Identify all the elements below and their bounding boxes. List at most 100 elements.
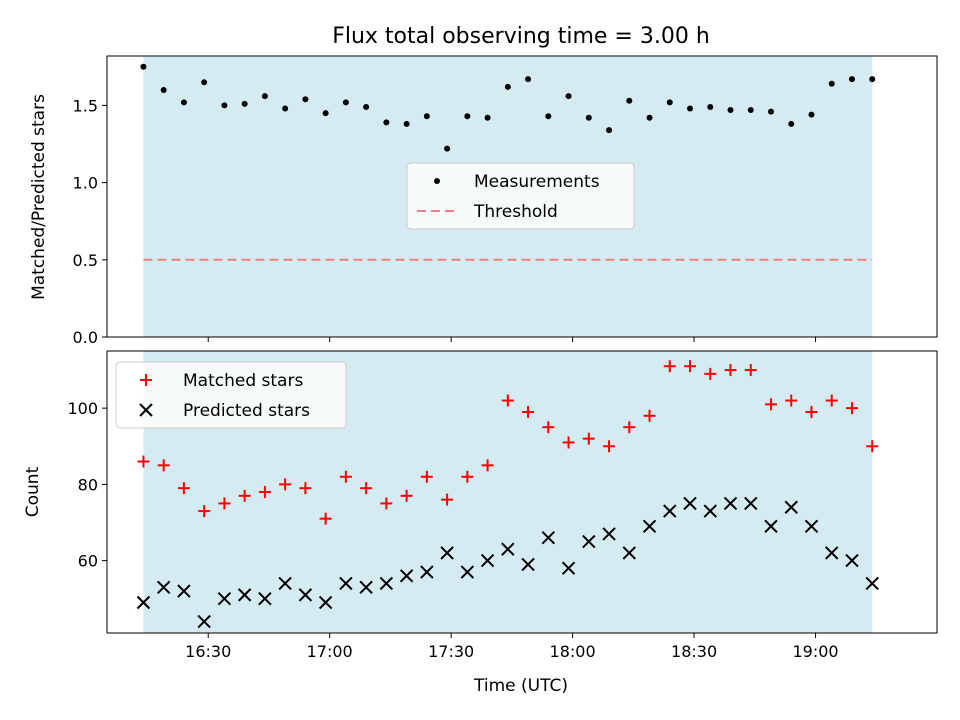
predicted-star-point [784, 500, 798, 514]
x-tick-label: 17:30 [428, 642, 474, 661]
matched-star-point [866, 440, 879, 453]
measurement-point [565, 93, 572, 100]
measurement-point [221, 102, 228, 109]
predicted-star-point [723, 496, 738, 511]
measurement-point [545, 113, 552, 120]
matched-star-point [319, 512, 332, 525]
legend-measurements-marker [434, 178, 440, 184]
top-panel: 0.0 0.5 1.0 1.5 Measurements Threshold [73, 55, 938, 347]
measurement-point [403, 120, 410, 127]
measurement-point [261, 93, 268, 100]
predicted-star-point [521, 557, 535, 572]
measurement-point [342, 99, 349, 106]
matched-star-point [339, 470, 352, 483]
predicted-star-point [845, 553, 859, 568]
top-panel-marks [140, 63, 876, 261]
predicted-star-point [420, 565, 434, 579]
legend-predicted-marker [139, 403, 153, 417]
x-tick-label: 18:30 [671, 642, 717, 661]
top-y-axis-label: Matched/Predicted stars [29, 94, 49, 300]
measurement-point [302, 96, 309, 103]
matched-star-point [258, 486, 271, 498]
bottom-panel-frame [106, 350, 938, 634]
bottom-panel-marks [136, 360, 879, 629]
matched-star-point [461, 470, 474, 483]
y-tick-label: 60 [78, 552, 98, 571]
predicted-star-point [622, 546, 636, 560]
measurement-point [828, 80, 835, 87]
predicted-star-point [642, 519, 657, 534]
measurement-point [180, 99, 187, 106]
predicted-star-point [318, 595, 333, 610]
measurement-point [788, 120, 795, 127]
predicted-star-point [480, 553, 495, 568]
matched-star-point [400, 489, 413, 502]
predicted-star-point [217, 591, 232, 606]
measurement-point [646, 114, 653, 121]
matched-star-point [825, 394, 838, 407]
predicted-star-point [399, 569, 414, 583]
predicted-star-point [865, 576, 879, 591]
matched-star-point [845, 402, 858, 415]
measurement-point [160, 86, 167, 93]
measurement-point [585, 114, 592, 121]
top-legend-box [406, 162, 635, 230]
measurement-point [444, 145, 451, 152]
matched-star-point [765, 398, 777, 411]
matched-star-point [623, 421, 636, 434]
matched-star-point [603, 440, 616, 453]
measurement-point [869, 76, 876, 83]
matched-star-point [501, 394, 514, 407]
predicted-star-point [258, 591, 272, 606]
matched-star-point [137, 455, 150, 468]
top-legend: Measurements Threshold [406, 162, 635, 230]
legend-matched-label: Matched stars [183, 371, 303, 391]
predicted-star-point [582, 534, 596, 549]
matched-star-point [360, 482, 373, 495]
x-tick-label: 19:00 [792, 642, 838, 661]
y-tick-label: 0.5 [73, 251, 98, 270]
measurement-point [606, 127, 613, 134]
measurement-point [707, 103, 714, 110]
chart-title: Flux total observing time = 3.00 h [332, 24, 710, 49]
predicted-star-point [825, 546, 839, 560]
measurement-point [768, 108, 774, 115]
bottom-legend-box [115, 361, 347, 429]
matched-star-point [380, 497, 393, 510]
bottom-panel: 60 80 100 16:30 17:00 17:30 18:00 18:30 19:00 Ma… [67, 350, 938, 661]
matched-star-point [663, 360, 676, 373]
y-tick-label: 100 [67, 399, 98, 418]
matched-star-point [684, 360, 697, 373]
x-tick-label: 17:00 [307, 642, 353, 661]
matched-star-point [805, 405, 818, 418]
predicted-star-point [703, 504, 717, 518]
predicted-star-point [602, 527, 616, 541]
measurement-point [282, 105, 289, 112]
matched-star-point [785, 394, 798, 407]
predicted-star-point [136, 595, 151, 610]
measurement-point [808, 111, 815, 118]
matched-star-point [481, 459, 494, 472]
predicted-star-point [298, 588, 313, 602]
matched-star-point [542, 421, 555, 434]
matched-star-point [582, 432, 595, 445]
predicted-star-point [501, 542, 515, 556]
matched-star-point [704, 367, 717, 380]
bottom-panel-axes: 60 80 100 16:30 17:00 17:30 18:00 18:30 19:00 [67, 399, 838, 661]
predicted-star-point [156, 580, 171, 594]
predicted-star-point [440, 546, 454, 560]
legend-threshold-label: Threshold [473, 202, 558, 222]
predicted-star-point [359, 580, 373, 594]
y-tick-label: 1.5 [73, 96, 98, 115]
matched-star-point [420, 470, 433, 483]
x-axis-label: Time (UTC) [473, 676, 568, 696]
predicted-star-point [541, 531, 556, 545]
predicted-star-point [237, 588, 252, 602]
x-tick-label: 18:00 [550, 642, 596, 661]
predicted-star-point [744, 496, 758, 511]
predicted-star-point [663, 504, 677, 518]
matched-star-point [198, 505, 211, 518]
measurement-point [363, 103, 370, 110]
measurement-point [423, 113, 430, 120]
predicted-star-point [460, 565, 475, 579]
